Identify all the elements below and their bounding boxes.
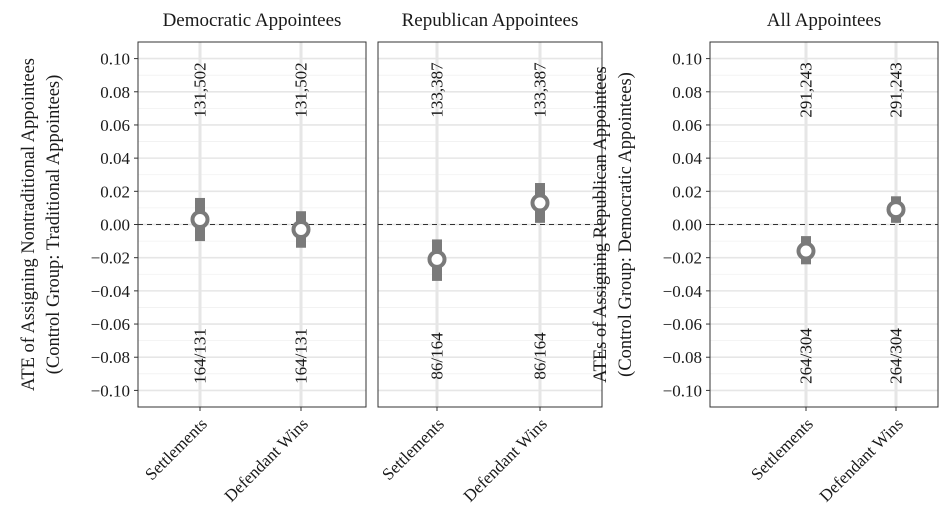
y-tick-label: 0.04 — [100, 149, 130, 168]
sample-size-label: 291,243 — [797, 62, 816, 117]
judge-count-label: 264/304 — [887, 328, 906, 384]
y-tick-label: −0.08 — [663, 348, 702, 367]
marks-layer — [134, 41, 939, 411]
x-tick-label: Defendant Wins — [816, 414, 907, 505]
y-tick-label: −0.02 — [663, 249, 702, 268]
point-estimate — [796, 241, 816, 261]
y-tick-label: 0.08 — [100, 83, 130, 102]
x-tick-label: Settlements — [747, 414, 817, 484]
y-tick-label: 0.10 — [672, 50, 702, 69]
sample-size-label: 131,502 — [292, 62, 311, 117]
y-tick-label: −0.08 — [91, 348, 130, 367]
y-tick-label: 0.02 — [100, 182, 130, 201]
y-tick-label: 0.00 — [100, 216, 130, 235]
x-tick-label: Settlements — [141, 414, 211, 484]
point-estimate — [427, 249, 447, 269]
point-estimate — [886, 200, 906, 220]
y-tick-label: 0.08 — [672, 83, 702, 102]
x-tick-label: Settlements — [378, 414, 448, 484]
sample-size-label: 133,387 — [428, 62, 447, 118]
x-tick-label: Defendant Wins — [221, 414, 312, 505]
sample-size-label: 131,502 — [191, 62, 210, 117]
judge-count-label: 86/164 — [531, 332, 550, 380]
y-axis-title: ATE of Assigning Nontraditional Appointe… — [19, 58, 39, 391]
y-tick-label: −0.02 — [91, 249, 130, 268]
panel-title: All Appointees — [767, 10, 882, 31]
judge-count-label: 164/131 — [292, 328, 311, 384]
grid-layer — [138, 42, 938, 407]
judge-count-label: 264/304 — [797, 328, 816, 384]
y-tick-label: −0.04 — [663, 282, 703, 301]
judge-count-label: 164/131 — [191, 328, 210, 384]
y-axis-title: (Control Group: Democratic Appointees) — [616, 72, 636, 377]
x-tick-label: Defendant Wins — [460, 414, 551, 505]
panel-title: Democratic Appointees — [163, 10, 342, 31]
y-axis-title: ATEs of Assigning Republican Appointees — [591, 66, 611, 383]
point-estimate — [291, 219, 311, 239]
y-tick-label: 0.00 — [672, 216, 702, 235]
y-tick-label: 0.10 — [100, 50, 130, 69]
y-tick-label: 0.04 — [672, 149, 702, 168]
judge-count-label: 86/164 — [428, 332, 447, 380]
panel-border — [377, 41, 603, 408]
y-tick-label: −0.04 — [91, 282, 131, 301]
y-tick-label: −0.06 — [91, 315, 130, 334]
sample-size-label: 291,243 — [887, 62, 906, 117]
y-tick-label: 0.06 — [672, 116, 702, 135]
y-tick-label: 0.02 — [672, 182, 702, 201]
y-tick-label: 0.06 — [100, 116, 130, 135]
y-tick-label: −0.06 — [663, 315, 702, 334]
text-layer: Democratic Appointees 0.10 0.08 0.06 0.04 0.0… — [19, 10, 907, 506]
y-tick-label: −0.10 — [663, 381, 702, 400]
sample-size-label: 133,387 — [531, 62, 550, 118]
point-estimate — [190, 210, 210, 230]
y-tick-label: −0.10 — [91, 381, 130, 400]
y-axis-title: (Control Group: Traditional Appointees) — [44, 75, 64, 375]
panel-title: Republican Appointees — [402, 10, 579, 31]
point-estimate — [530, 193, 550, 213]
